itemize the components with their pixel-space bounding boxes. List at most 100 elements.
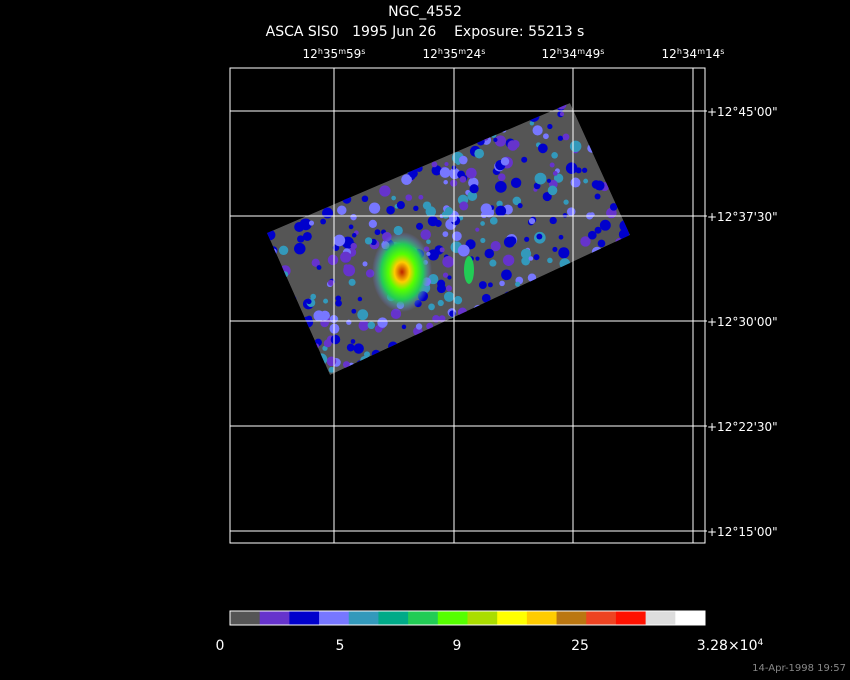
noise [429,339,438,349]
noise [448,135,459,146]
noise [615,345,625,355]
noise [529,304,536,311]
noise [606,277,617,289]
noise [288,129,299,140]
noise [367,116,373,122]
noise [430,355,440,365]
noise [358,320,369,331]
colorbar-swatch [289,611,320,625]
noise [281,112,289,120]
colorbar-label: 25 [571,638,589,654]
noise [627,189,630,195]
noise [502,377,507,382]
noise [331,115,343,127]
noise [327,279,334,286]
noise [396,200,405,210]
noise [502,360,507,366]
noise [356,360,363,366]
noise [303,352,310,360]
noise [267,263,268,273]
noise [427,145,438,157]
noise [333,234,346,247]
noise [552,246,558,252]
noise [310,143,316,149]
noise [323,298,329,304]
noise [559,112,565,117]
noise [511,373,521,375]
noise [290,363,302,375]
noise [449,125,462,138]
noise [267,349,277,362]
noise [431,161,438,168]
noise [346,343,355,352]
noise [583,178,589,184]
noise [425,206,437,217]
noise [289,115,300,127]
noise [492,372,504,375]
noise [514,361,521,369]
noise [269,303,276,309]
noise [267,192,271,198]
noise [503,291,514,302]
noise [337,205,347,215]
noise [519,313,531,325]
noise [279,265,291,277]
noise [626,144,630,156]
noise [604,268,615,279]
noise [594,226,602,234]
noise [428,303,435,311]
noise [508,105,519,116]
noise [491,302,504,314]
noise [520,248,532,259]
noise [467,191,478,201]
noise [300,189,306,195]
noise [445,285,453,292]
noise [594,302,602,310]
noise [270,285,283,298]
noise [440,125,448,134]
noise [592,133,598,139]
noise [437,299,444,307]
noise [619,132,625,139]
noise [267,143,272,151]
noise [461,370,467,375]
noise [421,115,434,128]
noise [558,234,564,240]
ra-label: 12h35m24s [423,47,486,62]
noise [493,125,498,131]
noise [549,162,555,168]
noise [547,257,553,264]
noise [301,159,307,165]
noise [340,251,352,263]
noise [287,348,297,358]
noise [588,279,600,290]
noise [460,333,467,340]
noise [383,151,389,157]
noise [267,138,275,149]
noise [592,267,598,273]
noise [506,341,513,348]
noise [410,158,418,167]
noise [597,239,606,248]
noise [592,108,602,118]
noise [628,372,630,375]
noise [601,339,610,348]
noise [490,333,501,345]
noise [267,190,270,201]
noise [580,106,585,111]
noise [306,315,313,322]
noise [517,361,529,373]
noise [553,173,564,183]
noise [629,103,630,104]
noise [506,316,518,327]
noise [291,154,302,165]
noise [267,166,268,172]
noise [495,205,507,217]
noise [507,140,519,151]
noise [328,174,338,184]
noise [316,143,328,155]
noise [388,341,398,352]
noise [465,130,472,137]
noise [458,155,468,165]
noise [313,310,325,322]
